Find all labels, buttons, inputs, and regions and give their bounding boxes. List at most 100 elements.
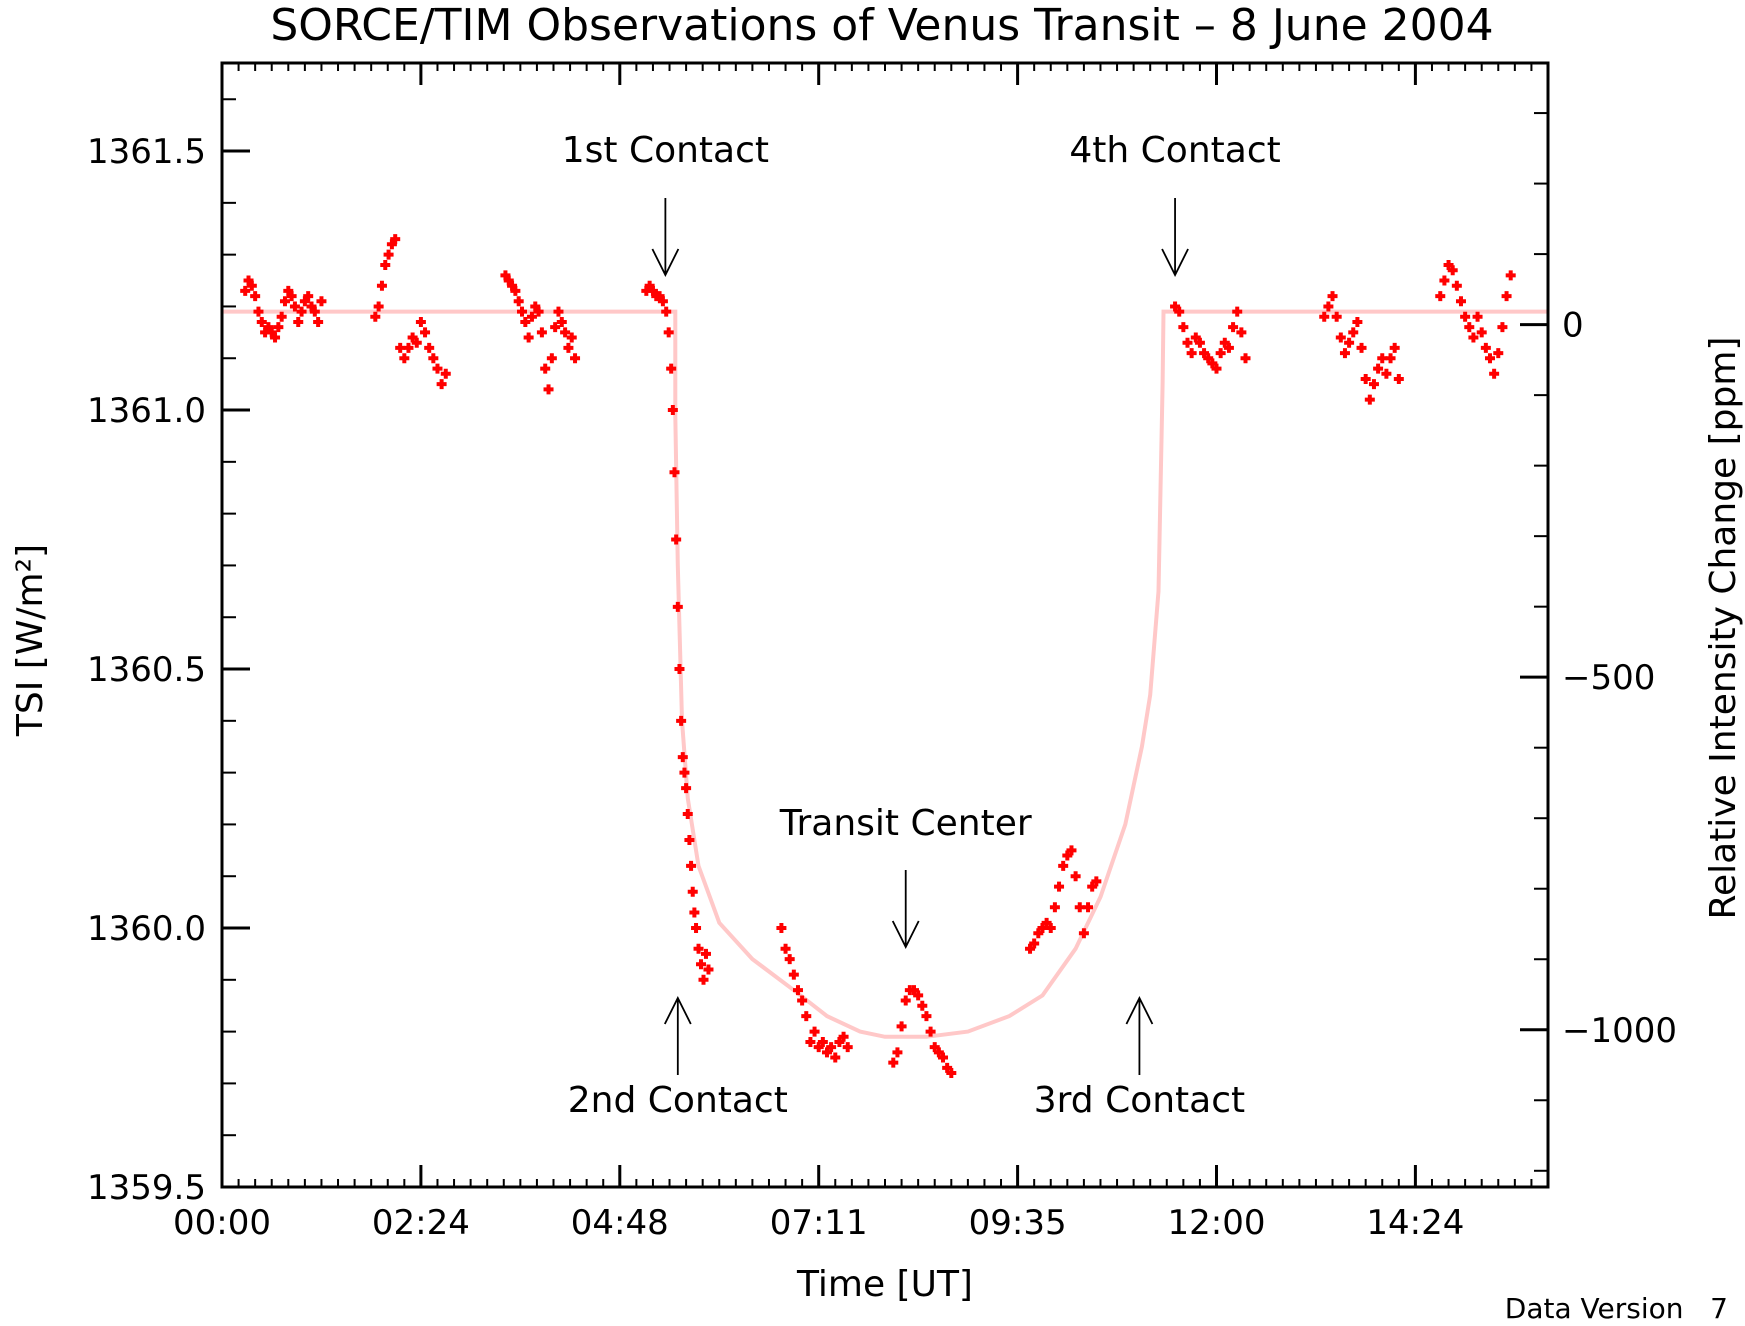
observation-point — [570, 353, 581, 364]
observation-point — [1331, 311, 1342, 322]
observation-point — [1501, 291, 1512, 302]
annotation-label: 3rd Contact — [1034, 1080, 1245, 1121]
observation-point — [543, 384, 554, 395]
observation-point — [403, 342, 414, 353]
observation-point — [842, 1042, 853, 1053]
observation-point — [693, 943, 704, 954]
observation-point — [383, 249, 394, 260]
observation-point — [689, 907, 700, 918]
observation-point — [896, 1021, 907, 1032]
observation-point — [553, 306, 564, 317]
observation-point — [1045, 923, 1056, 934]
y-axis-right: 0 −500 −1000 — [1520, 112, 1677, 1172]
observation-point — [273, 322, 284, 333]
observation-point — [428, 353, 439, 364]
y-axis-left: 1359.5 1360.0 1360.5 1361.0 1361.5 — [87, 98, 250, 1208]
observation-point — [556, 316, 567, 327]
observation-point — [946, 1068, 957, 1079]
observation-point — [1472, 311, 1483, 322]
model-curve-layer — [222, 309, 1548, 1039]
observation-point — [917, 1000, 928, 1011]
y2-axis-label: Relative Intensity Change [ppm] — [1703, 337, 1744, 920]
observation-point — [303, 291, 314, 302]
observation-point — [1178, 322, 1189, 333]
observation-point — [780, 943, 791, 954]
observation-point — [1182, 337, 1193, 348]
observation-point — [432, 363, 443, 374]
observation-point — [550, 322, 561, 333]
observation-point — [1066, 845, 1077, 856]
observation-point — [1460, 311, 1471, 322]
model-curve — [222, 309, 1548, 1039]
observation-point — [1476, 327, 1487, 338]
observation-point — [256, 316, 267, 327]
y-tick-label: 1360.0 — [87, 909, 206, 949]
observation-point — [517, 306, 528, 317]
observation-point — [1054, 881, 1065, 892]
observation-point — [399, 353, 410, 364]
observation-point — [681, 783, 692, 794]
observation-point — [1505, 270, 1516, 281]
observation-point — [817, 1036, 828, 1047]
x-tick-label: 02:24 — [372, 1203, 470, 1243]
observation-point — [390, 234, 401, 245]
observation-point — [253, 306, 264, 317]
observation-point — [1174, 306, 1185, 317]
observation-point — [316, 296, 327, 307]
observation-point — [700, 948, 711, 959]
observation-point — [696, 959, 707, 970]
observation-point — [1049, 902, 1060, 913]
x-tick-label: 14:24 — [1366, 1203, 1464, 1243]
observation-point — [1480, 342, 1491, 353]
observation-point — [913, 990, 924, 1001]
observation-point — [1083, 902, 1094, 913]
observation-point — [1484, 353, 1495, 364]
observation-point — [1348, 327, 1359, 338]
observation-point — [676, 715, 687, 726]
observation-point — [246, 280, 257, 291]
observation-point — [513, 296, 524, 307]
data-version-label: Data Version 7 — [1505, 1292, 1728, 1325]
observation-point — [415, 316, 426, 327]
observation-point — [420, 327, 431, 338]
y-tick-label: 1360.5 — [87, 650, 206, 690]
observation-point — [370, 311, 381, 322]
observation-point — [1368, 379, 1379, 390]
observation-point — [1236, 327, 1247, 338]
observation-point — [279, 296, 290, 307]
observation-point — [669, 467, 680, 478]
x-axis-label: Time [UT] — [796, 1264, 973, 1305]
observation-point — [520, 316, 531, 327]
x-tick-label: 07:11 — [770, 1203, 868, 1243]
observation-point — [921, 1011, 932, 1022]
observation-point — [436, 379, 447, 390]
observation-point — [679, 767, 690, 778]
x-tick-label: 09:35 — [969, 1203, 1067, 1243]
observation-point — [1451, 280, 1462, 291]
observation-point — [661, 306, 672, 317]
observation-point — [440, 368, 451, 379]
observation-point — [313, 316, 324, 327]
observation-point — [1232, 306, 1243, 317]
observation-point — [797, 995, 808, 1006]
observation-point — [657, 296, 668, 307]
observation-point — [540, 363, 551, 374]
observation-point — [526, 311, 537, 322]
observation-point — [296, 306, 307, 317]
observation-point — [1186, 348, 1197, 359]
observation-point — [1447, 265, 1458, 276]
observation-point — [293, 316, 304, 327]
annotation-arrow — [1125, 995, 1154, 1075]
observation-point — [703, 964, 714, 975]
observation-point — [533, 306, 544, 317]
chart-title: SORCE/TIM Observations of Venus Transit … — [270, 0, 1493, 51]
annotation-label: 4th Contact — [1069, 130, 1280, 171]
observation-point — [1228, 322, 1239, 333]
observation-point — [1464, 322, 1475, 333]
observation-point — [376, 280, 387, 291]
observation-point — [566, 332, 577, 343]
observation-point — [1360, 373, 1371, 384]
observation-point — [1339, 348, 1350, 359]
observation-point — [892, 1047, 903, 1058]
observation-point — [1211, 363, 1222, 374]
